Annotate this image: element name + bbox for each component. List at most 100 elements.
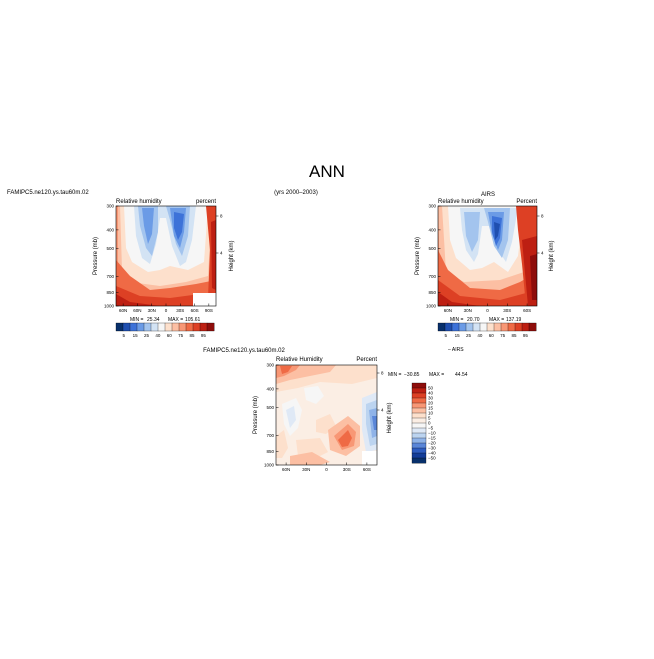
model-max-label: MAX =	[168, 317, 183, 323]
page-title: ANN	[309, 162, 345, 181]
obs-panel: AIRS Relative humidity Percent Pressure …	[415, 192, 555, 353]
run-label-diff: FAMIPC5.ne120.ys.tau60m.02	[203, 348, 285, 354]
model-colorbar-swatch	[164, 322, 173, 332]
obs-y-tick-label: 1000	[426, 304, 437, 309]
diff-x-tick-label: 30N	[302, 467, 310, 472]
model-colorbar-swatch	[206, 322, 215, 332]
run-label: FAMIPC5.ne120.ys.tau60m.02	[7, 190, 89, 196]
model-max-value: 105.61	[185, 317, 201, 323]
obs-height-tick-label: 4	[541, 251, 544, 256]
diff-y-tick-label: 400	[266, 386, 274, 391]
model-y-tick-label: 300	[106, 204, 114, 209]
diff-field	[276, 365, 377, 465]
diff-colorbar-swatch	[411, 407, 427, 414]
diff-x-tick-label: 60N	[282, 467, 290, 472]
obs-y-tick-label: 850	[428, 290, 436, 295]
obs-x-tick-label: 30N	[464, 308, 472, 313]
model-colorbar-swatch	[178, 322, 187, 332]
model-x-tick-label: 0	[165, 308, 168, 313]
diff-colorbar-label: −30	[428, 446, 436, 451]
diff-colorbar-label: −50	[428, 456, 436, 461]
obs-colorbar-label: 40	[477, 333, 483, 338]
model-colorbar-swatch	[185, 322, 194, 332]
model-colorbar-swatch	[150, 322, 159, 332]
obs-colorbar-label: 15	[455, 333, 461, 338]
diff-colorbar-swatch	[411, 447, 427, 454]
diff-colorbar-swatch	[411, 452, 427, 459]
obs-ylabel: Pressure (mb)	[415, 237, 421, 275]
model-colorbar-label: 15	[133, 333, 139, 338]
diff-colorbar-swatch	[411, 417, 427, 424]
diff-colorbar-swatch	[411, 432, 427, 439]
diff-y-tick-label: 850	[266, 449, 274, 454]
diff-colorbar-swatch	[411, 422, 427, 429]
diff-colorbar-label: 40	[428, 391, 434, 396]
model-colorbar-label: 75	[178, 333, 184, 338]
diff-min-label: MIN =	[388, 372, 402, 378]
obs-colorbar-label: 5	[444, 333, 447, 338]
model-x-tick-label: 30N	[148, 308, 156, 313]
model-colorbar-label: 60	[167, 333, 173, 338]
obs-min-value: 20.70	[467, 317, 480, 323]
obs-colorbar-swatch	[500, 322, 509, 332]
diff-colorbar-label: −10	[428, 431, 436, 436]
diff-colorbar-swatch	[411, 412, 427, 419]
diff-ylabel-right: Height (km)	[387, 402, 393, 433]
diff-x-tick-label: 30S	[343, 467, 351, 472]
obs-colorbar-label: 75	[500, 333, 506, 338]
diff-colorbar-label: 0	[428, 421, 431, 426]
model-colorbar-swatch	[129, 322, 138, 332]
obs-colorbar-label: 85	[512, 333, 518, 338]
obs-x-tick-label: 30S	[503, 308, 511, 313]
diff-colorbar-swatch	[411, 382, 427, 389]
obs-colorbar-label: 25	[466, 333, 472, 338]
obs-colorbar-swatch	[493, 322, 502, 332]
obs-ylabel-right: Height (km)	[549, 240, 555, 271]
model-x-tick-label: 60S	[191, 308, 199, 313]
diff-y-tick-label: 1000	[264, 463, 275, 468]
model-y-tick-label: 850	[106, 290, 114, 295]
diff-colorbar-label: 20	[428, 401, 434, 406]
obs-y-tick-label: 700	[428, 274, 436, 279]
diff-colorbar-swatch	[411, 427, 427, 434]
model-colorbar-swatch	[192, 322, 201, 332]
diff-colorbar-label: −15	[428, 436, 436, 441]
model-y-tick-label: 1000	[104, 304, 115, 309]
diff-colorbar-label: 10	[428, 411, 434, 416]
diff-x-tick-label: 0	[325, 467, 328, 472]
model-colorbar-label: 5	[122, 333, 125, 338]
model-x-tick-label: 60N	[119, 308, 127, 313]
obs-colorbar-swatch	[514, 322, 523, 332]
model-min-label: MIN =	[130, 317, 144, 323]
diff-y-tick-label: 500	[266, 405, 274, 410]
obs-colorbar-swatch	[458, 322, 467, 332]
obs-max-label: MAX =	[489, 317, 504, 323]
obs-x-tick-label: 60N	[444, 308, 452, 313]
model-y-tick-label: 500	[106, 246, 114, 251]
diff-colorbar-label: 5	[428, 416, 431, 421]
diff-colorbar-swatch	[411, 402, 427, 409]
years-label: (yrs 2000–2003)	[274, 190, 318, 196]
model-colorbar-swatch	[157, 322, 166, 332]
model-colorbar-label: 25	[144, 333, 150, 338]
obs-height-tick-label: 8	[541, 214, 544, 219]
diff-min-value: −30.85	[404, 372, 420, 378]
obs-y-tick-label: 300	[428, 204, 436, 209]
obs-left-label: Relative humidity	[438, 199, 484, 205]
diff-right-label: Percent	[356, 357, 377, 363]
model-y-tick-label: 400	[106, 227, 114, 232]
diff-y-tick-label: 300	[266, 363, 274, 368]
model-colorbar-swatch	[171, 322, 180, 332]
model-colorbar-swatch	[199, 322, 208, 332]
model-y-tick-label: 700	[106, 274, 114, 279]
model-panel: Relative humidity percent Pressure (mb) …	[93, 199, 235, 338]
model-colorbar-swatch	[122, 322, 131, 332]
diff-height-tick-label: 8	[381, 371, 384, 376]
model-colorbar-swatch	[115, 322, 124, 332]
obs-y-tick-label: 400	[428, 227, 436, 232]
obs-min-label: MIN =	[450, 317, 464, 323]
diff-panel: Relative Humidity Percent Pressure (mb) …	[253, 357, 468, 472]
diff-colorbar-label: 50	[428, 386, 434, 391]
